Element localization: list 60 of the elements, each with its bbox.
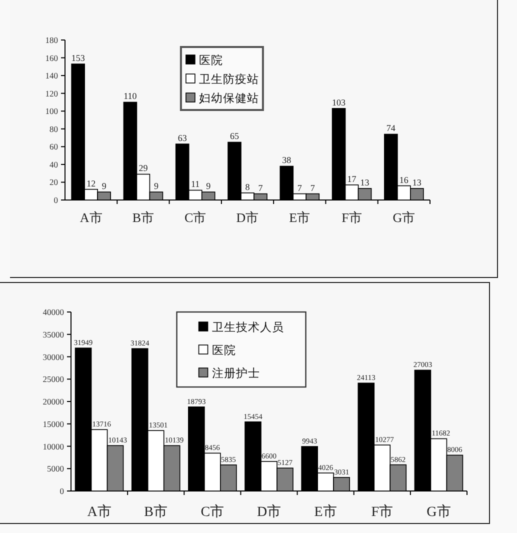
- data-label: 74: [386, 123, 396, 134]
- data-label: 29: [138, 163, 148, 174]
- x-tick-label: G市: [426, 504, 451, 520]
- y-tick-label: 80: [50, 124, 58, 134]
- y-tick-label: 0: [54, 195, 58, 205]
- x-tick-label: D市: [236, 210, 259, 225]
- legend-label: 医院: [198, 52, 223, 67]
- x-tick-label: D市: [256, 504, 282, 520]
- data-label: 17: [347, 174, 357, 184]
- x-tick-label: G市: [392, 210, 416, 225]
- data-label: 7: [258, 182, 264, 193]
- data-label: 9: [102, 181, 107, 191]
- y-tick-label: 35000: [42, 329, 64, 340]
- x-tick-label: C市: [200, 504, 224, 520]
- x-tick-label: A市: [87, 504, 112, 520]
- data-label: 7: [297, 182, 302, 193]
- data-label: 13: [412, 177, 422, 188]
- data-label: 103: [332, 97, 346, 108]
- x-tick-label: B市: [144, 504, 168, 520]
- y-tick-label: 40000: [42, 307, 64, 317]
- y-tick-label: 140: [45, 70, 58, 81]
- data-label: 11: [191, 179, 200, 190]
- y-tick-label: 20: [50, 177, 58, 188]
- data-label: 38: [282, 155, 292, 166]
- y-tick-label: 180: [45, 35, 58, 45]
- y-tick-label: 10000: [42, 441, 64, 452]
- y-tick-label: 0: [60, 486, 64, 496]
- y-tick-label: 40: [50, 159, 58, 170]
- data-label: 8: [245, 182, 250, 192]
- y-tick-label: 5000: [47, 464, 64, 474]
- data-label: 12: [86, 178, 96, 188]
- data-label: 9: [154, 181, 159, 191]
- y-tick-label: 30000: [42, 352, 64, 362]
- data-label: 153: [71, 53, 86, 63]
- data-label: 65: [230, 131, 240, 142]
- data-label: 7: [310, 182, 316, 193]
- y-tick-label: 60: [50, 142, 58, 152]
- legend-label: 注册护士: [212, 366, 260, 380]
- legend-label: 卫生防疫站: [198, 72, 259, 86]
- data-label: 9: [206, 181, 212, 191]
- x-tick-label: F市: [342, 210, 362, 225]
- y-tick-label: 20000: [42, 396, 64, 406]
- y-tick-label: 120: [45, 88, 58, 98]
- y-tick-label: 15000: [42, 418, 64, 429]
- legend-label: 卫生技术人员: [212, 320, 284, 334]
- data-label: 13: [360, 177, 370, 188]
- x-tick-label: C市: [184, 210, 206, 225]
- x-tick-label: B市: [132, 210, 154, 225]
- data-label: 63: [178, 133, 188, 143]
- legend-label: 妇幼保健站: [198, 92, 259, 105]
- y-tick-label: 100: [45, 106, 58, 116]
- x-tick-label: E市: [314, 504, 337, 520]
- x-tick-label: E市: [289, 210, 310, 225]
- data-label: 16: [399, 174, 409, 185]
- x-tick-label: A市: [80, 210, 102, 225]
- y-tick-label: 25000: [42, 374, 64, 384]
- x-tick-label: F市: [371, 504, 394, 520]
- y-tick-label: 160: [45, 52, 58, 63]
- legend-label: 医院: [212, 342, 236, 357]
- data-label: 110: [124, 91, 138, 102]
